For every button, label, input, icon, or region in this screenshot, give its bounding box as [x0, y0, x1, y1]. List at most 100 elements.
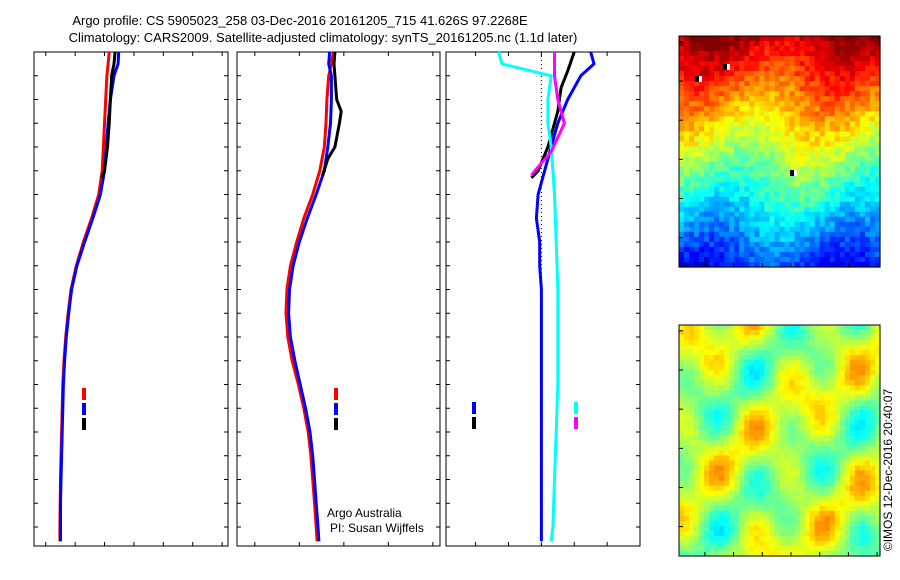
- heatmap-cell: [874, 460, 881, 467]
- heatmap-cell: [769, 520, 776, 527]
- heatmap-cell: [729, 246, 735, 253]
- heatmap-cell: [819, 410, 826, 416]
- heatmap-cell: [854, 86, 861, 92]
- heatmap-cell: [854, 435, 861, 442]
- heatmap-cell: [834, 335, 841, 341]
- heatmap-cell: [789, 251, 796, 258]
- heatmap-cell: [694, 41, 700, 47]
- heatmap-cell: [779, 126, 786, 133]
- heatmap-cell: [739, 545, 745, 552]
- heatmap-cell: [834, 365, 841, 371]
- heatmap-cell: [794, 136, 801, 143]
- heatmap-cell: [769, 46, 776, 52]
- heatmap-cell: [789, 41, 796, 47]
- heatmap-cell: [694, 251, 700, 258]
- heatmap-cell: [749, 256, 755, 263]
- heatmap-cell: [734, 515, 740, 522]
- heatmap-cell: [709, 375, 715, 381]
- legend-swatch: [82, 403, 86, 415]
- heatmap-cell: [754, 201, 761, 208]
- heatmap-cell: [844, 146, 851, 153]
- heatmap-cell: [754, 166, 761, 173]
- heatmap-cell: [739, 525, 745, 532]
- heatmap-cell: [764, 166, 771, 173]
- heatmap-cell: [679, 161, 685, 168]
- heatmap-cell: [769, 106, 776, 112]
- heatmap-cell: [874, 246, 881, 253]
- heatmap-cell: [874, 450, 881, 457]
- heatmap-cell: [699, 540, 705, 547]
- heatmap-cell: [744, 176, 750, 183]
- heatmap-cell: [799, 156, 806, 163]
- heatmap-cell: [724, 390, 730, 396]
- heatmap-cell: [839, 81, 846, 87]
- heatmap-cell: [714, 335, 720, 341]
- heatmap-cell: [824, 171, 831, 178]
- heatmap-cell: [684, 41, 690, 47]
- heatmap-cell: [704, 241, 710, 248]
- heatmap-cell: [699, 111, 705, 117]
- heatmap-cell: [844, 161, 851, 168]
- heatmap-cell: [749, 226, 755, 233]
- heatmap-cell: [709, 171, 715, 178]
- heatmap-cell: [679, 400, 685, 406]
- heatmap-cell: [759, 535, 766, 542]
- heatmap-cell: [859, 81, 866, 87]
- heatmap-cell: [774, 76, 781, 82]
- heatmap-cell: [709, 116, 715, 122]
- heatmap-cell: [729, 490, 735, 497]
- heatmap-cell: [809, 81, 816, 87]
- heatmap-cell: [729, 141, 735, 148]
- heatmap-cell: [869, 251, 876, 258]
- heatmap-cell: [834, 106, 841, 112]
- heatmap-cell: [759, 390, 766, 396]
- heatmap-cell: [719, 126, 725, 133]
- heatmap-cell: [849, 415, 856, 422]
- heatmap-cell: [699, 81, 705, 87]
- heatmap-cell: [869, 530, 876, 537]
- heatmap-cell: [764, 480, 771, 487]
- heatmap-cell: [719, 380, 725, 386]
- heatmap-cell: [729, 325, 735, 331]
- heatmap-cell: [679, 470, 685, 477]
- heatmap-cell: [694, 216, 700, 223]
- heatmap-cell: [679, 226, 685, 233]
- heatmap-cell: [769, 96, 776, 102]
- heatmap-cell: [764, 66, 771, 72]
- heatmap-cell: [704, 246, 710, 253]
- heatmap-cell: [749, 490, 755, 497]
- heatmap-cell: [734, 405, 740, 411]
- heatmap-cell: [789, 480, 796, 487]
- heatmap-cell: [814, 181, 821, 188]
- heatmap-cell: [769, 350, 776, 356]
- heatmap-cell: [754, 136, 761, 143]
- heatmap-cell: [779, 550, 786, 557]
- heatmap-cell: [729, 515, 735, 522]
- heatmap-cell: [829, 485, 836, 492]
- heatmap-cell: [734, 480, 740, 487]
- heatmap-cell: [829, 66, 836, 72]
- heatmap-cell: [794, 131, 801, 138]
- heatmap-cell: [699, 425, 705, 432]
- heatmap-cell: [724, 325, 730, 331]
- heatmap-cell: [864, 161, 871, 168]
- heatmap-cell: [819, 196, 826, 203]
- heatmap-cell: [854, 191, 861, 198]
- heatmap-cell: [699, 206, 705, 213]
- heatmap-cell: [774, 66, 781, 72]
- heatmap-cell: [699, 390, 705, 396]
- heatmap-cell: [789, 206, 796, 213]
- heatmap-cell: [734, 475, 740, 482]
- heatmap-cell: [809, 216, 816, 223]
- heatmap-cell: [859, 380, 866, 386]
- heatmap-cell: [769, 545, 776, 552]
- heatmap-cell: [754, 121, 761, 127]
- heatmap-cell: [744, 450, 750, 457]
- heatmap-cell: [769, 111, 776, 117]
- heatmap-cell: [784, 146, 791, 153]
- heatmap-cell: [699, 121, 705, 127]
- heatmap-cell: [754, 430, 761, 437]
- heatmap-cell: [734, 91, 740, 97]
- heatmap-cell: [854, 460, 861, 467]
- heatmap-cell: [774, 430, 781, 437]
